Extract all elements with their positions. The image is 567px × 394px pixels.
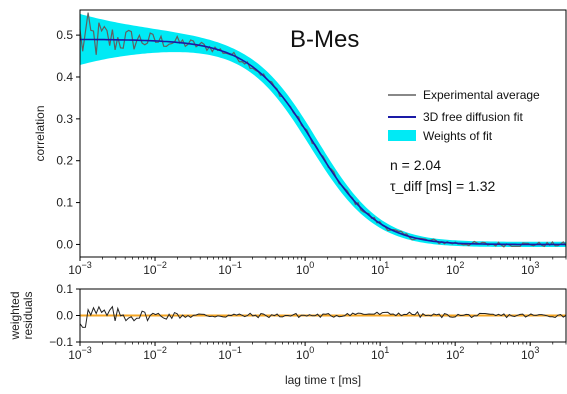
- tau-diff-annotation: τ_diff [ms] = 1.32: [390, 178, 495, 194]
- x-tick-label: 10−1: [218, 345, 242, 362]
- x-tick-label: 102: [446, 260, 464, 277]
- y-tick-label: 0.3: [56, 112, 73, 126]
- x-tick-label: 10−3: [68, 345, 92, 362]
- correlation-y-ticks: 0.0 0.1 0.2 0.3 0.4 0.5: [56, 28, 80, 251]
- legend-label: Weights of fit: [423, 129, 493, 143]
- res-y-tick-label: 0.1: [56, 282, 73, 296]
- x-tick-label: 10−1: [218, 260, 242, 277]
- residuals-path: [79, 305, 567, 328]
- y-tick-label: 0.5: [56, 28, 73, 42]
- x-tick-label: 10−2: [143, 260, 167, 277]
- residuals-y-axis-label: weightedresiduals: [8, 291, 35, 340]
- y-tick-label: 0.0: [56, 237, 73, 251]
- residuals-y-ticks: −0.1 0.0 0.1: [49, 282, 80, 349]
- y-tick-label: 0.1: [56, 196, 73, 210]
- fit-annotations: n = 2.04 τ_diff [ms] = 1.32: [390, 157, 495, 194]
- chart-title: B-Mes: [290, 26, 359, 53]
- y-tick-label: 0.2: [56, 154, 73, 168]
- correlation-y-axis-label: correlation: [33, 105, 47, 161]
- x-tick-label: 103: [521, 260, 539, 277]
- legend-label: Experimental average: [423, 88, 540, 102]
- x-tick-label: 101: [371, 260, 389, 277]
- correlation-panel: 0.0 0.1 0.2 0.3 0.4 0.5 10−3 10−2 10−1 100 101 102…: [33, 9, 567, 277]
- fit-curve: [80, 38, 566, 246]
- legend: Experimental average 3D free diffusion fi…: [388, 88, 540, 143]
- x-tick-label: 102: [446, 345, 464, 362]
- residuals-x-ticks: 10−3 10−2 10−1 100 101 102 103: [68, 342, 567, 362]
- x-tick-label: 10−2: [143, 345, 167, 362]
- x-axis-label: lag time τ [ms]: [285, 373, 361, 387]
- x-tick-label: 100: [296, 345, 314, 362]
- x-tick-label: 103: [521, 345, 539, 362]
- residuals-line: [79, 305, 567, 328]
- legend-label: 3D free diffusion fit: [423, 110, 523, 124]
- experimental-average-path: [79, 12, 567, 248]
- x-tick-label: 101: [371, 345, 389, 362]
- weights-band-area: [80, 13, 566, 248]
- x-tick-label: 10−3: [68, 260, 92, 277]
- experimental-average-line: [79, 12, 567, 248]
- y-tick-label: 0.4: [56, 70, 73, 84]
- legend-swatch: [388, 130, 416, 141]
- n-annotation: n = 2.04: [390, 157, 441, 173]
- residuals-panel: −0.1 0.0 0.1 10−3 10−2 10−1 100 101 102 103 weig…: [8, 282, 567, 387]
- res-y-tick-label: −0.1: [49, 335, 73, 349]
- correlation-plot-frame: [79, 9, 567, 258]
- res-y-tick-label: 0.0: [56, 309, 73, 323]
- correlation-x-ticks: 10−3 10−2 10−1 100 101 102 103: [68, 257, 567, 277]
- x-tick-label: 100: [296, 260, 314, 277]
- 3d-free-diffusion-fit-path: [80, 38, 566, 246]
- weights-of-fit-band: [80, 13, 566, 248]
